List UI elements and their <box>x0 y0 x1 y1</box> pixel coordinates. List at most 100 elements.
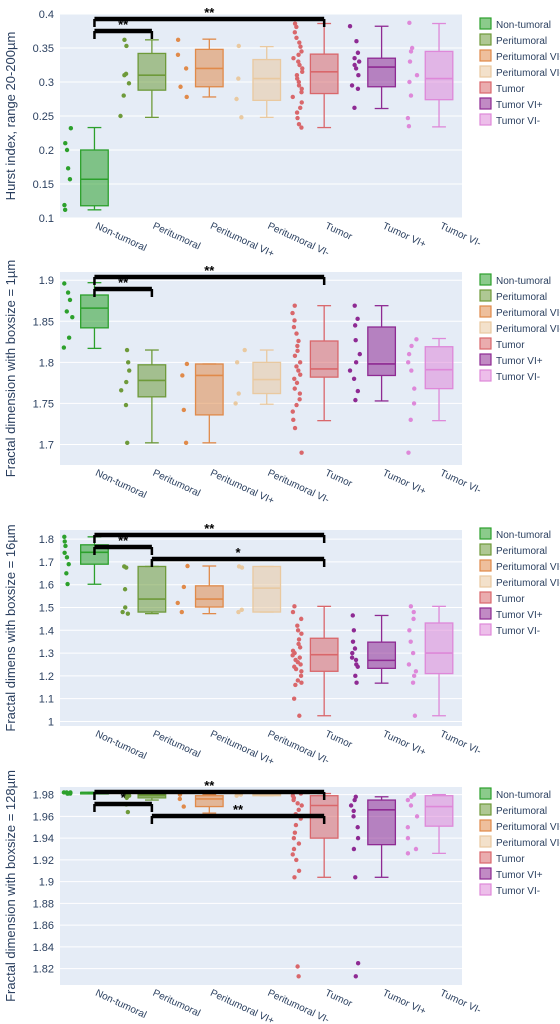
data-point <box>292 604 297 609</box>
box-peritumoral-vi <box>175 563 224 615</box>
legend-label: Non-tumoral <box>496 276 551 287</box>
data-point <box>290 609 296 615</box>
significance-label: ** <box>204 521 215 536</box>
data-point <box>353 337 358 343</box>
box-iqr <box>424 795 454 827</box>
data-point <box>348 803 354 808</box>
data-point <box>407 20 412 26</box>
data-point <box>292 830 298 835</box>
x-tick-label: Tumor VI- <box>438 221 483 250</box>
box-tumor-vi <box>349 613 397 685</box>
box-tumor-vi <box>347 303 397 403</box>
data-point <box>183 440 189 446</box>
box-iqr <box>137 565 167 613</box>
legend-label: Peritumoral VI- <box>496 578 560 589</box>
box-tumor-vi <box>348 794 397 979</box>
data-point <box>291 417 296 423</box>
data-point <box>296 641 301 647</box>
data-point <box>127 368 132 373</box>
data-point <box>353 673 358 679</box>
data-point <box>353 657 359 663</box>
data-point <box>296 338 301 344</box>
chart-panel-3: 1 1.1 1.2 1.3 1.4 1.5 1.6 1.7 1.8 Fractal dimens … <box>3 521 560 768</box>
significance-label: * <box>121 790 127 805</box>
data-point <box>178 84 183 89</box>
box-tumor-vi <box>406 604 454 718</box>
data-point <box>292 21 298 26</box>
data-point <box>294 857 299 863</box>
data-point <box>297 397 302 402</box>
data-point <box>410 680 416 685</box>
data-point <box>412 386 417 391</box>
data-point <box>296 637 302 642</box>
legend-label: Tumor <box>496 340 525 351</box>
box-iqr <box>252 565 282 613</box>
data-point <box>297 645 303 650</box>
box-iqr <box>424 50 454 101</box>
data-point <box>126 81 132 86</box>
data-point <box>125 809 131 815</box>
legend-label: Non-tumoral <box>496 20 551 31</box>
data-point <box>118 388 124 393</box>
data-point <box>70 314 75 320</box>
data-point <box>291 835 297 841</box>
data-point <box>350 613 355 618</box>
legend: Non-tumoral Peritumoral Peritumoral VI+ Per… <box>479 17 560 127</box>
box-peritumoral <box>120 564 167 616</box>
data-point <box>407 79 412 85</box>
data-point <box>234 360 240 365</box>
data-point <box>352 56 357 61</box>
legend-swatch <box>479 835 492 848</box>
x-tick-label: Non-tumoral <box>93 221 148 254</box>
data-point <box>411 401 417 406</box>
data-point <box>352 105 357 111</box>
significance-bar: ** <box>93 521 326 543</box>
data-point <box>62 207 68 213</box>
data-point <box>409 368 414 373</box>
data-point <box>64 309 69 314</box>
data-point <box>121 93 126 98</box>
y-tick-label: 1.3 <box>39 648 54 660</box>
data-point <box>294 110 300 115</box>
significance-bar: ** <box>150 802 326 824</box>
significance-label: ** <box>233 802 244 817</box>
y-tick-label: 1.98 <box>33 790 54 802</box>
y-tick-label: 1.75 <box>33 398 54 410</box>
legend-swatch <box>479 97 492 110</box>
data-point <box>351 376 357 381</box>
box-tumor-vi <box>405 337 454 455</box>
legend-label: Tumor <box>496 594 525 605</box>
box-peritumoral-vi <box>236 564 282 615</box>
x-tick-label: Tumor VI- <box>438 988 483 1017</box>
data-point <box>239 607 244 612</box>
x-tick-label: Peritumoral <box>151 221 202 253</box>
data-point <box>296 807 301 813</box>
y-tick-label: 1.6 <box>39 580 54 592</box>
data-point <box>406 351 412 357</box>
x-tick-label: Tumor <box>323 988 354 1010</box>
data-point <box>405 835 411 841</box>
data-point <box>62 550 67 555</box>
legend-label: Tumor VI+ <box>496 356 543 367</box>
legend-swatch <box>479 803 492 816</box>
legend-swatch <box>479 337 492 350</box>
legend-label: Peritumoral VI- <box>496 838 560 849</box>
data-point <box>407 59 413 64</box>
legend-label: Tumor VI- <box>496 116 540 127</box>
significance-label: ** <box>118 533 129 548</box>
significance-label: ** <box>118 17 129 32</box>
box-iqr <box>137 52 167 91</box>
data-point <box>299 616 304 622</box>
data-point <box>295 343 300 349</box>
data-point <box>354 680 359 685</box>
legend-label: Peritumoral VI- <box>496 68 560 79</box>
box-iqr <box>424 622 454 675</box>
y-tick-label: 0.4 <box>39 9 54 21</box>
data-point <box>408 49 414 54</box>
data-point <box>290 310 295 316</box>
data-point <box>184 94 189 100</box>
legend-swatch <box>479 527 492 540</box>
legend-swatch <box>479 289 492 302</box>
data-point <box>236 391 241 396</box>
data-point <box>294 380 300 386</box>
